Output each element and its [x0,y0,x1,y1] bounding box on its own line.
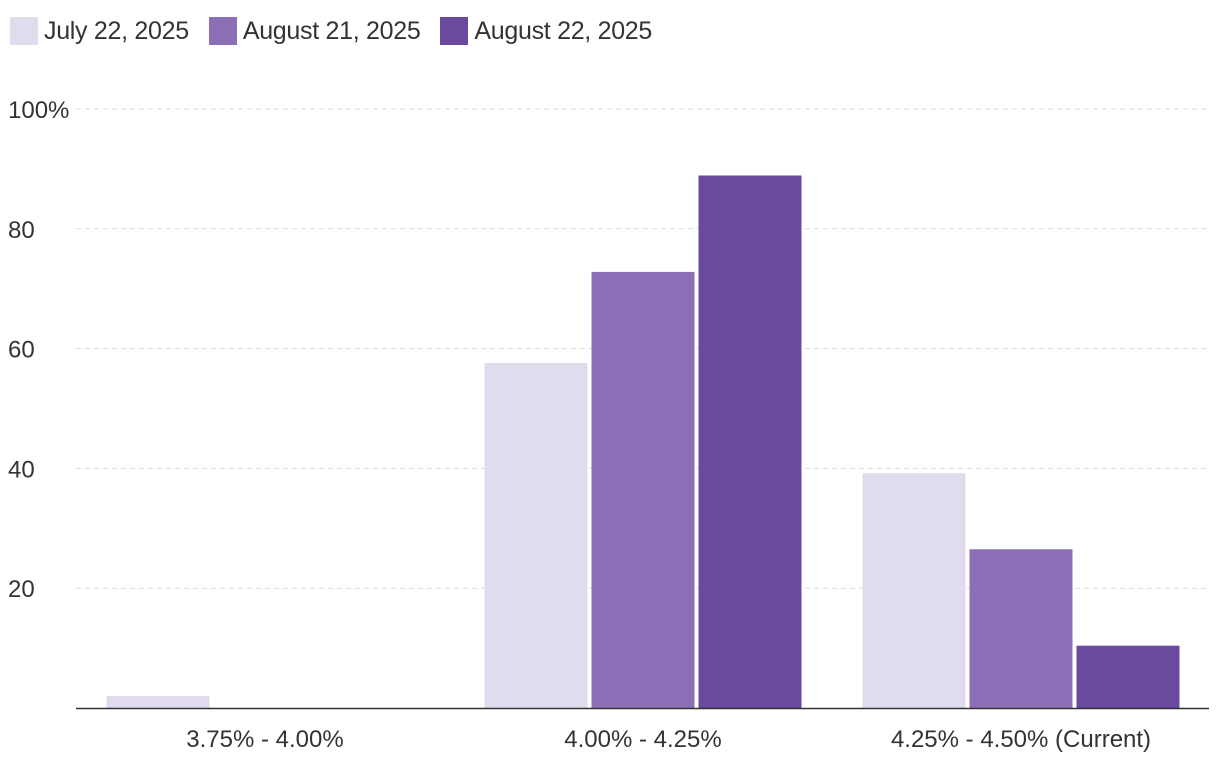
legend-swatch-july-22 [10,17,38,45]
legend-item-july-22: July 22, 2025 [10,17,189,46]
x-tick-label-2: 4.25% - 4.50% (Current) [891,726,1151,753]
y-tick-label-60: 60 [8,337,35,364]
bar-series1-category2 [969,549,1073,708]
x-tick-label-0: 3.75% - 4.00% [186,726,343,753]
y-tick-label-100: 100% [8,97,69,124]
legend-swatch-august-22 [440,17,469,45]
y-tick-label-40: 40 [8,456,35,483]
legend-item-august-21: August 21, 2025 [208,16,421,46]
bar-series2-category1 [698,175,802,708]
bar-series2-category2 [1076,645,1180,708]
legend-item-august-22: August 22, 2025 [440,17,652,46]
x-tick-label-1: 4.00% - 4.25% [564,726,721,753]
legend-label-august-22: August 22, 2025 [474,16,653,45]
y-tick-label-80: 80 [8,217,35,244]
legend-swatch-august-21 [208,17,237,45]
legend-label-august-21: August 21, 2025 [242,16,421,45]
legend-label-july-22: July 22, 2025 [44,16,189,45]
y-tick-label-20: 20 [8,576,35,603]
chart-legend: July 22, 2025 August 21, 2025 August 22,… [10,14,652,48]
bar-series0-category0 [106,696,210,708]
bar-series0-category2 [862,473,966,708]
bar-series0-category1 [484,362,588,708]
bar-series1-category1 [591,271,695,708]
